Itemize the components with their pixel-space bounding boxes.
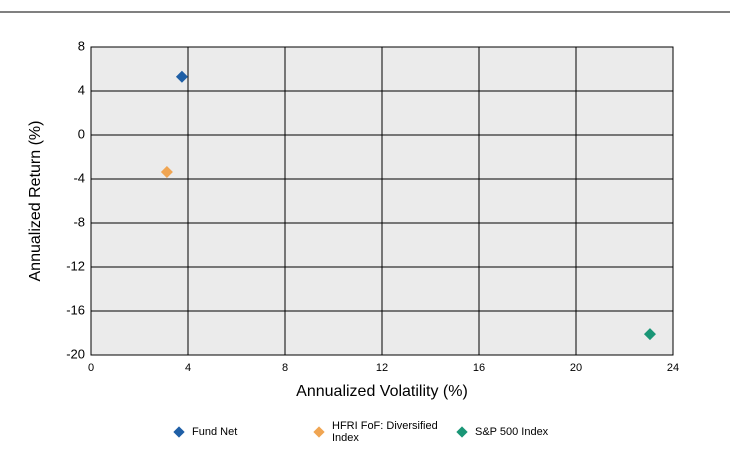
- legend-label: Fund Net: [192, 426, 238, 438]
- y-tick-label: -4: [73, 170, 85, 185]
- legend-swatch: [173, 426, 185, 438]
- point: [643, 328, 656, 341]
- y-axis-title: Annualized Return (%): [27, 121, 44, 282]
- x-tick-label: 12: [376, 362, 388, 374]
- legend-label: HFRI FoF: Diversified Index: [332, 420, 438, 444]
- y-tick-label: -8: [73, 214, 85, 229]
- plot-border: [90, 46, 674, 356]
- legend-item: Fund Net: [173, 420, 312, 444]
- legend: Fund Net HFRI FoF: Diversified Index S&P 5…: [0, 420, 730, 450]
- y-tick-label: -12: [66, 258, 85, 273]
- legend-item: S&P 500 Index: [456, 420, 595, 444]
- point: [160, 165, 173, 178]
- y-tick-label: -20: [66, 346, 85, 361]
- legend-swatch: [313, 426, 325, 438]
- point: [175, 70, 188, 83]
- x-tick-label: 4: [185, 362, 191, 374]
- y-tick-label: 0: [78, 126, 85, 141]
- y-tick-label: 8: [78, 38, 85, 53]
- legend-label: S&P 500 Index: [475, 426, 549, 438]
- x-tick-label: 8: [282, 362, 288, 374]
- x-tick-label: 20: [570, 362, 582, 374]
- x-axis-title: Annualized Volatility (%): [296, 383, 468, 400]
- legend-item: HFRI FoF: Diversified Index: [313, 420, 452, 444]
- y-tick-label: -16: [66, 302, 85, 317]
- x-tick-label: 0: [88, 362, 94, 374]
- x-tick-label: 16: [473, 362, 485, 374]
- legend-swatch: [456, 426, 468, 438]
- y-tick-label: 4: [78, 82, 85, 97]
- x-tick-label: 24: [667, 362, 679, 374]
